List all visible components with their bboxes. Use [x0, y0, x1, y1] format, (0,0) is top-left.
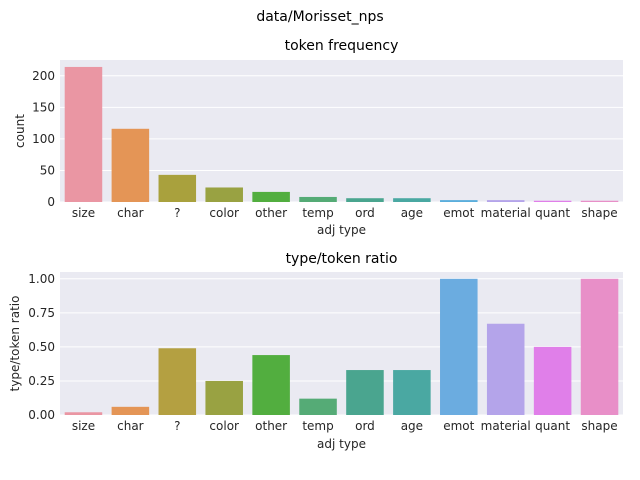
bar-quant [533, 346, 572, 415]
x-tick-label: other [255, 419, 287, 433]
y-tick-label: 50 [40, 163, 55, 177]
plot-area [60, 60, 623, 202]
bar-color [205, 380, 243, 415]
y-tick-label: 0.50 [28, 340, 55, 354]
x-tick-label: color [209, 206, 239, 220]
x-tick-label: char [117, 419, 144, 433]
bar-char [111, 128, 150, 202]
chart-title: token frequency [285, 38, 399, 54]
chart-token-frequency: size char? color other temp ord age emot materia… [13, 38, 623, 237]
bar-shape [580, 200, 619, 202]
y-tick-label: 100 [32, 132, 55, 146]
x-tick-label: shape [581, 419, 617, 433]
bar-emot [440, 278, 478, 415]
bar-age [393, 370, 431, 415]
bar-size [64, 66, 103, 202]
x-axis-label: adj type [317, 223, 366, 237]
x-tick-label: color [209, 419, 239, 433]
bar-char [111, 406, 150, 415]
y-tick-label: 200 [32, 69, 55, 83]
bar-other [252, 355, 290, 415]
x-tick-label: ? [174, 206, 180, 220]
x-tick-label: quant [535, 206, 570, 220]
chart-type-token-ratio: size char? color other temp ord age emot materia… [8, 251, 623, 451]
figure-suptitle: data/Morisset_nps [256, 9, 383, 25]
plot-area [60, 272, 623, 415]
x-axis-label: adj type [317, 437, 366, 451]
y-tick-label: 0.75 [28, 306, 55, 320]
y-tick-label: 1.00 [28, 272, 55, 286]
x-tick-label: age [401, 419, 423, 433]
bar-emot [440, 200, 478, 202]
x-tick-label: ord [355, 419, 375, 433]
x-tick-label: char [117, 206, 144, 220]
x-tick-label: material [481, 206, 531, 220]
x-tick-label: age [401, 206, 423, 220]
x-tick-label: size [72, 206, 95, 220]
bar-material [486, 323, 525, 415]
x-tick-label: ? [174, 419, 180, 433]
x-tick-label: temp [302, 419, 333, 433]
x-tick-label: quant [535, 419, 570, 433]
bar-? [158, 174, 197, 202]
bar-ord [346, 370, 384, 415]
bar-temp [299, 398, 337, 415]
y-tick-label: 150 [32, 100, 55, 114]
y-tick-label: 0 [47, 195, 55, 209]
x-tick-label: emot [443, 206, 474, 220]
y-axis-label: count [13, 114, 27, 148]
x-tick-label: other [255, 206, 287, 220]
bar-age [393, 198, 431, 202]
bar-other [252, 191, 290, 202]
x-tick-label: size [72, 419, 95, 433]
bar-quant [533, 200, 572, 202]
bar-shape [580, 278, 619, 415]
x-tick-label: material [481, 419, 531, 433]
chart-title: type/token ratio [286, 251, 398, 267]
x-tick-label: temp [302, 206, 333, 220]
bar-color [205, 187, 243, 202]
bar-? [158, 348, 197, 415]
y-axis-label: type/token ratio [8, 296, 22, 392]
x-tick-label: ord [355, 206, 375, 220]
x-tick-label: emot [443, 419, 474, 433]
y-tick-label: 0.25 [28, 374, 55, 388]
bar-size [64, 412, 103, 415]
x-tick-label: shape [581, 206, 617, 220]
bar-material [486, 200, 525, 202]
y-tick-label: 0.00 [28, 408, 55, 422]
bar-ord [346, 198, 384, 202]
bar-temp [299, 196, 337, 202]
